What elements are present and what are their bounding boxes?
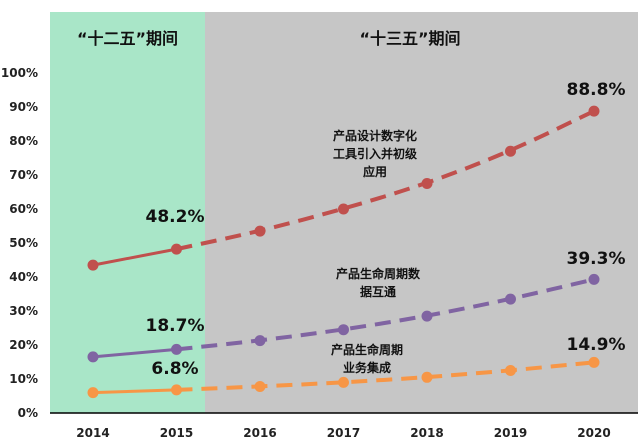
y-tick-label: 30% [9,304,38,318]
y-tick-label: 70% [9,168,38,182]
x-tick-label: 2017 [327,426,360,440]
series-line-dashed [176,360,595,392]
data-point [171,343,182,355]
data-point [505,293,516,305]
x-tick-label: 2015 [160,426,193,440]
data-point [254,225,266,237]
period-label-12th: “十二五”期间 [77,29,178,48]
series-annotation: 产品生命周期数 [336,266,421,281]
y-tick-label: 50% [9,236,38,250]
series-line-dashed [176,109,595,252]
series-line-solid [92,388,177,395]
x-axis: 2014 2015 2016 2017 2018 2019 2020 [50,412,638,440]
value-label: 18.7% [146,316,205,336]
data-point [421,371,433,383]
data-point [505,145,516,157]
y-tick-label: 0% [18,406,38,420]
period-band-13th [205,12,638,413]
y-tick-label: 10% [9,372,38,386]
data-point [338,324,349,336]
x-tick-label: 2016 [243,426,276,440]
x-tick-label: 2019 [494,426,527,440]
series-line-solid [92,247,177,267]
series-line-dashed [176,277,595,352]
data-point [588,273,600,285]
value-label: 48.2% [146,207,205,227]
data-point [421,310,433,322]
y-tick-label: 90% [9,100,38,114]
x-tick-label: 2014 [76,426,109,440]
series-line-solid [92,347,177,359]
y-tick-label: 60% [9,202,38,216]
data-point [338,203,349,215]
data-point [588,105,600,117]
y-tick-label: 40% [9,270,38,284]
data-point [171,243,182,255]
data-point [87,259,99,271]
data-point [254,335,266,347]
series-annotation: 工具引入并初级 [333,146,417,161]
y-tick-label: 100% [1,66,38,80]
x-tick-label: 2018 [410,426,443,440]
series-annotation: 据互通 [360,284,396,299]
y-tick-label: 80% [9,134,38,148]
series-annotation: 应用 [363,164,387,179]
value-label: 39.3% [567,249,626,269]
series-annotation: 产品生命周期 [331,342,403,357]
x-tick-label: 2020 [577,426,610,440]
series-annotation: 业务集成 [343,360,391,375]
value-label: 6.8% [151,359,198,379]
data-point [421,178,433,189]
data-point [254,380,266,392]
data-point [588,356,600,368]
data-point [87,351,99,363]
value-label: 14.9% [567,335,626,355]
y-axis: 0% 10% 20% 30% 40% 50% 60% 70% 80% 90% 100% [1,66,38,420]
data-point [171,384,182,396]
data-point [338,376,349,388]
period-label-13th: “十三五”期间 [359,29,460,48]
value-label: 88.8% [567,80,626,100]
data-point [505,365,516,376]
y-tick-label: 20% [9,338,38,352]
series-layer [87,105,600,399]
data-point [87,387,99,399]
series-annotation: 产品设计数字化 [333,128,417,143]
